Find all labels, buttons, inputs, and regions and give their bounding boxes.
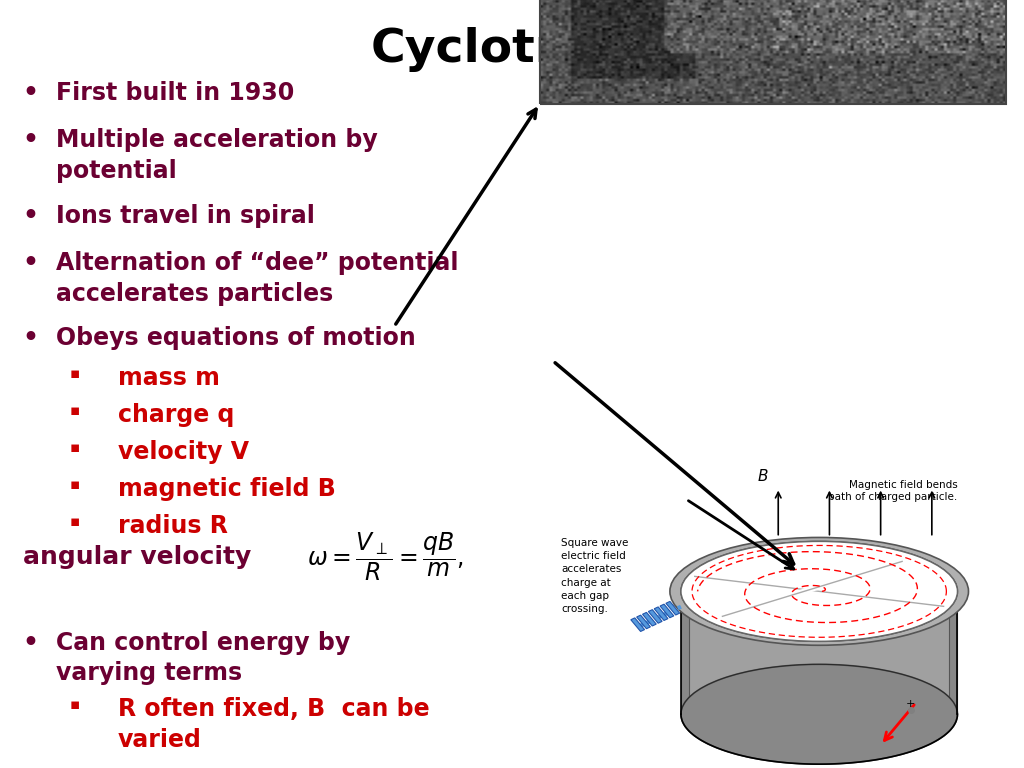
Text: ▪: ▪ — [70, 477, 80, 492]
Text: ▪: ▪ — [70, 366, 80, 382]
Ellipse shape — [670, 538, 969, 645]
Text: charge q: charge q — [118, 403, 234, 427]
Polygon shape — [681, 591, 689, 714]
Bar — [631, 618, 644, 631]
Text: Multiple acceleration by: Multiple acceleration by — [56, 128, 378, 152]
Text: •: • — [23, 204, 39, 227]
Bar — [642, 612, 656, 626]
Bar — [540, 0, 1006, 104]
Text: $B$: $B$ — [757, 468, 769, 484]
Text: potential: potential — [56, 159, 177, 183]
Bar — [654, 607, 668, 621]
Text: ▪: ▪ — [70, 697, 80, 713]
Text: radius R: radius R — [118, 514, 227, 538]
Text: Alternation of “dee” potential: Alternation of “dee” potential — [56, 251, 459, 275]
Bar — [637, 615, 650, 629]
Text: $\omega = \dfrac{V_{\perp}}{R} = \dfrac{qB}{m},$: $\omega = \dfrac{V_{\perp}}{R} = \dfrac{… — [307, 531, 464, 583]
Text: •: • — [23, 631, 39, 654]
Text: accelerates particles: accelerates particles — [56, 282, 334, 306]
Text: •: • — [23, 128, 39, 152]
Ellipse shape — [681, 541, 957, 641]
Text: R often fixed, B  can be: R often fixed, B can be — [118, 697, 429, 721]
Text: Cyclotrons: Cyclotrons — [371, 27, 653, 72]
Text: ▪: ▪ — [70, 440, 80, 455]
Text: ▪: ▪ — [70, 514, 80, 529]
Bar — [648, 610, 663, 623]
Polygon shape — [681, 591, 957, 714]
Ellipse shape — [681, 664, 957, 764]
Bar — [660, 604, 674, 617]
Text: •: • — [23, 81, 39, 104]
Text: •: • — [23, 326, 39, 350]
Text: magnetic field B: magnetic field B — [118, 477, 336, 501]
Text: Can control energy by: Can control energy by — [56, 631, 350, 654]
Text: velocity V: velocity V — [118, 440, 249, 464]
Text: Square wave
electric field
accelerates
charge at
each gap
crossing.: Square wave electric field accelerates c… — [561, 538, 629, 614]
Text: Ions travel in spiral: Ions travel in spiral — [56, 204, 315, 227]
Text: Obeys equations of motion: Obeys equations of motion — [56, 326, 416, 350]
Bar — [666, 601, 680, 615]
Ellipse shape — [681, 541, 957, 641]
Text: varying terms: varying terms — [56, 661, 243, 685]
Text: ▪: ▪ — [70, 403, 80, 419]
Text: Magnetic field bends
path of charged particle.: Magnetic field bends path of charged par… — [828, 480, 957, 502]
Text: +: + — [906, 699, 915, 709]
Text: varied: varied — [118, 728, 202, 752]
Text: mass m: mass m — [118, 366, 219, 390]
Text: •: • — [23, 251, 39, 275]
Text: angular velocity: angular velocity — [23, 545, 251, 569]
Text: First built in 1930: First built in 1930 — [56, 81, 295, 104]
Polygon shape — [949, 591, 957, 714]
